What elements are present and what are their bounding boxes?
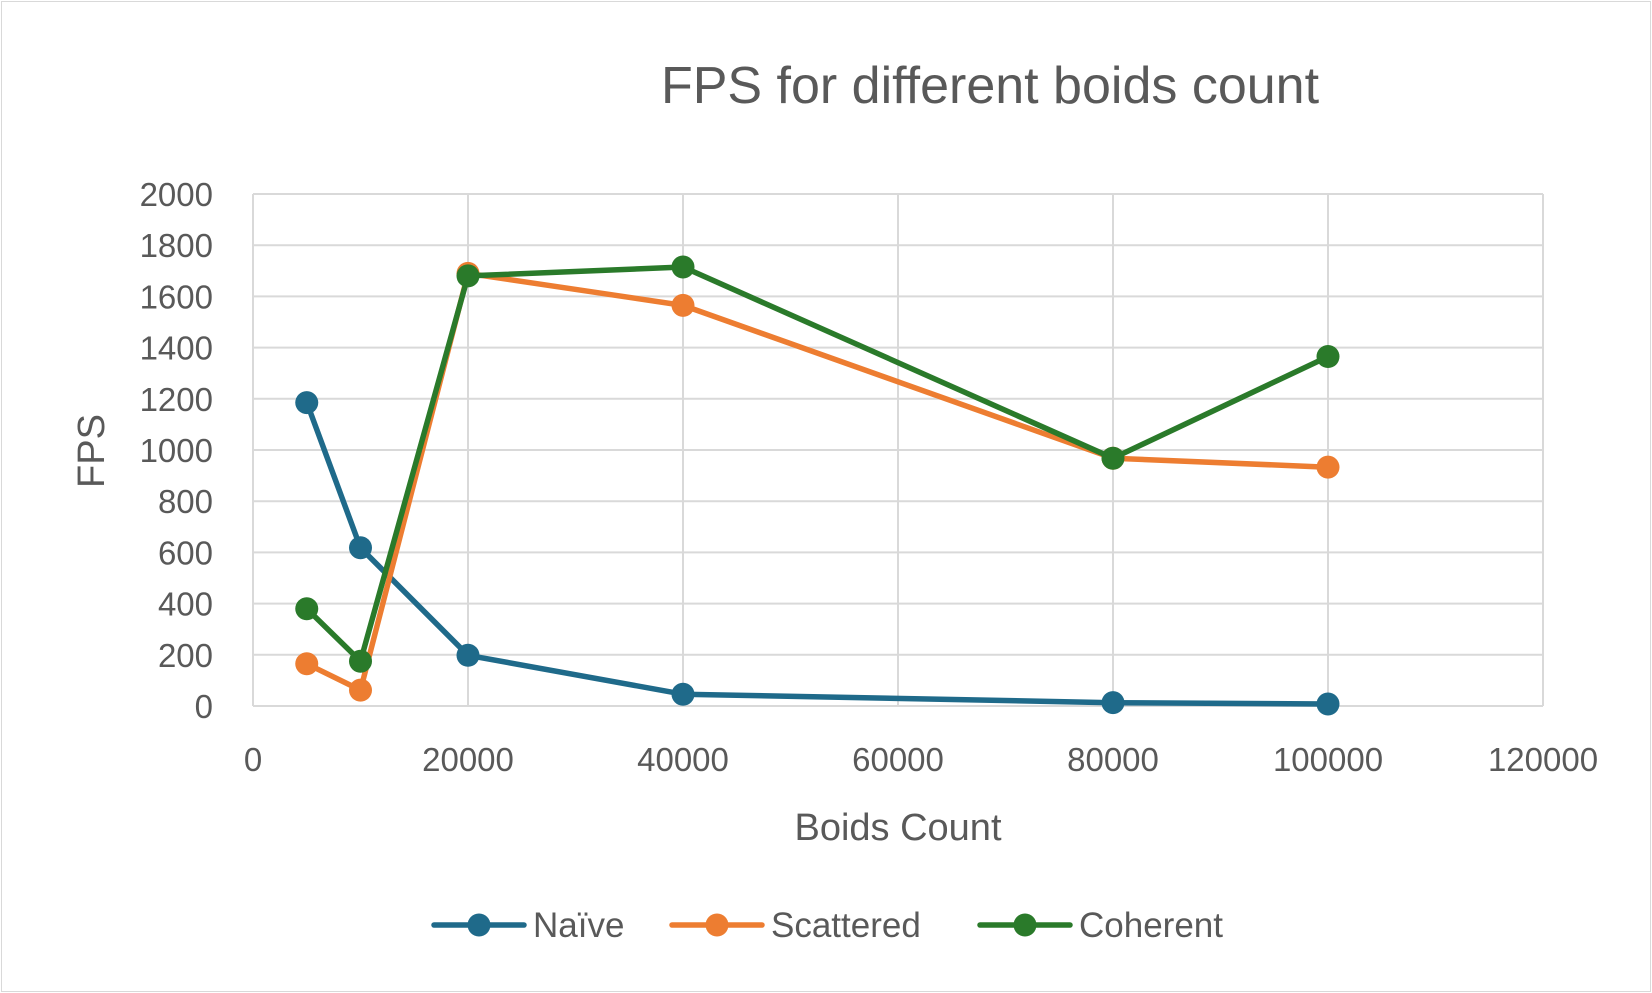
series-coherent	[295, 255, 1340, 673]
y-tick-label: 1800	[140, 227, 213, 264]
y-axis-ticks: 0 200 400 600 800 1000 1200 1400 1600 1800 2000	[140, 176, 213, 725]
y-axis-title: FPS	[71, 414, 113, 488]
legend-swatch-marker	[705, 913, 729, 937]
series-line-coherent	[304, 264, 1331, 664]
y-tick-label: 0	[195, 688, 213, 725]
series-line-na-ve	[304, 399, 1331, 707]
chart-title: FPS for different boids count	[661, 57, 1320, 115]
data-point-na-ve	[456, 643, 480, 667]
grid	[252, 193, 1544, 707]
x-axis-title: Boids Count	[794, 807, 1001, 849]
y-tick-label: 800	[158, 483, 213, 520]
data-point-scattered	[1316, 455, 1340, 479]
legend-label: Naïve	[533, 906, 624, 945]
y-tick-label: 1600	[140, 278, 213, 315]
legend: Naïve Scattered Coherent	[431, 906, 1223, 945]
legend-swatch-marker	[1013, 913, 1037, 937]
data-point-na-ve	[295, 391, 319, 415]
y-tick-label: 1000	[140, 432, 213, 469]
data-point-scattered	[349, 678, 372, 702]
x-tick-label: 60000	[852, 741, 944, 778]
data-point-coherent	[671, 255, 695, 279]
legend-item-coherent: Coherent	[977, 906, 1223, 945]
data-point-na-ve	[1316, 692, 1340, 716]
series	[295, 255, 1340, 716]
data-point-coherent	[456, 264, 480, 288]
data-point-coherent	[1316, 345, 1340, 369]
series-na-ve	[295, 391, 1340, 716]
y-tick-label: 400	[158, 586, 213, 623]
data-point-na-ve	[1101, 691, 1125, 715]
x-tick-label: 20000	[422, 741, 514, 778]
y-tick-label: 200	[158, 637, 213, 674]
y-tick-label: 600	[158, 534, 213, 571]
y-tick-label: 2000	[140, 176, 213, 213]
legend-item-scattered: Scattered	[669, 906, 921, 945]
data-point-coherent	[295, 597, 319, 621]
y-tick-label: 1400	[140, 330, 213, 367]
y-tick-label: 1200	[140, 381, 213, 418]
x-axis-ticks: 0 20000 40000 60000 80000 100000 120000	[244, 741, 1598, 778]
x-tick-label: 100000	[1273, 741, 1383, 778]
x-tick-label: 40000	[637, 741, 729, 778]
x-tick-label: 0	[244, 741, 262, 778]
data-point-scattered	[295, 652, 319, 676]
series-line-scattered	[304, 270, 1331, 693]
data-point-na-ve	[671, 682, 695, 706]
data-point-scattered	[671, 293, 695, 317]
legend-label: Coherent	[1079, 906, 1223, 945]
x-tick-label: 120000	[1488, 741, 1598, 778]
x-tick-label: 80000	[1067, 741, 1159, 778]
data-point-coherent	[349, 649, 372, 673]
data-point-coherent	[1101, 446, 1125, 470]
legend-item-na-ve: Naïve	[431, 906, 624, 945]
legend-swatch-marker	[467, 913, 491, 937]
legend-label: Scattered	[771, 906, 921, 945]
data-point-na-ve	[349, 536, 372, 560]
